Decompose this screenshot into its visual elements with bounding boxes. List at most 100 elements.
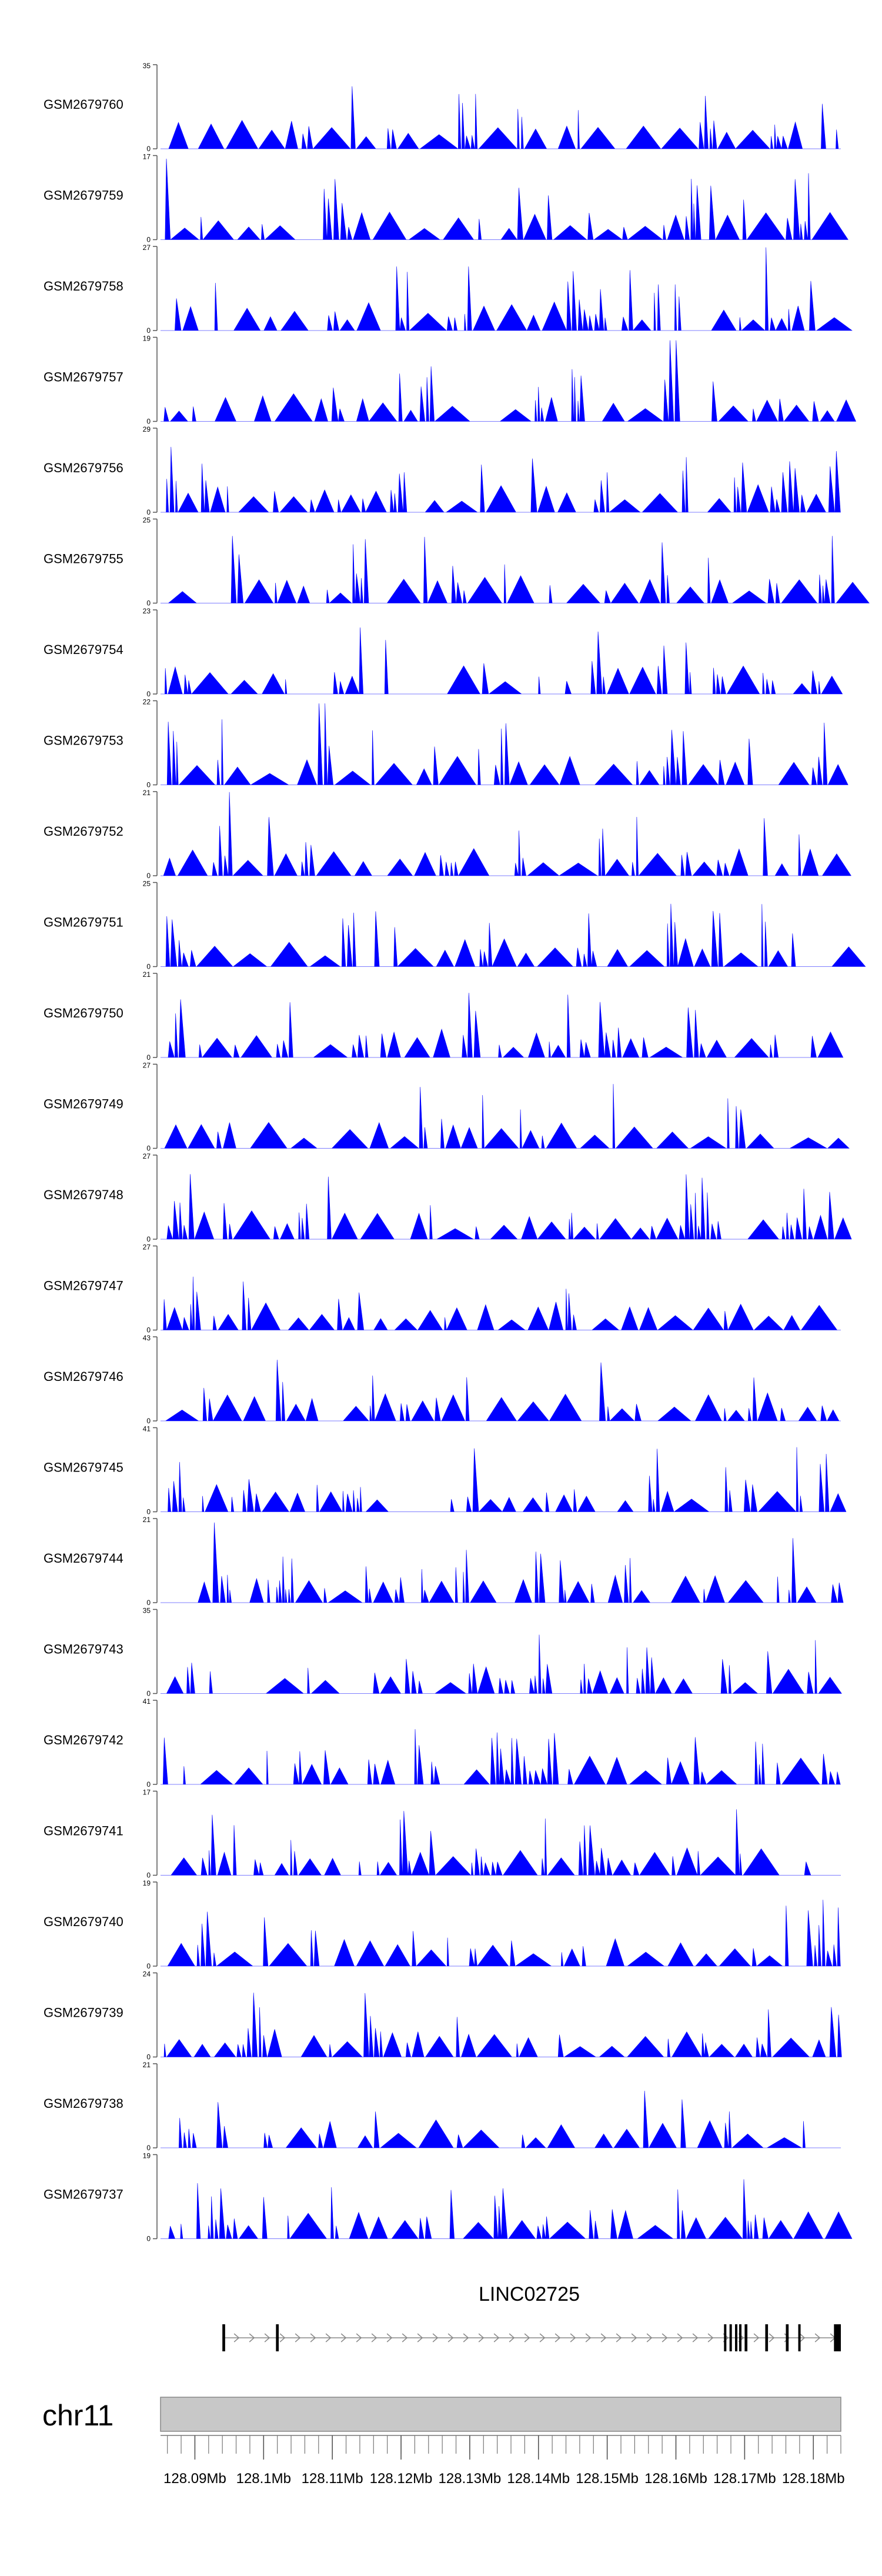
- axis-tick-label: 128.15Mb: [576, 2471, 639, 2487]
- coverage-area: [161, 627, 843, 695]
- exon-block: [735, 2324, 738, 2351]
- y-max-label: 27: [143, 1152, 151, 1160]
- strand-arrow: [677, 2333, 683, 2343]
- strand-arrow: [539, 2333, 546, 2343]
- y-max-label: 41: [143, 1697, 151, 1706]
- strand-arrow: [616, 2333, 622, 2343]
- strand-arrow: [554, 2333, 561, 2343]
- track-GSM2679749: GSM2679749 27 0: [44, 1062, 850, 1153]
- gene-model: LINC02725: [222, 2283, 841, 2351]
- strand-arrow: [478, 2333, 485, 2343]
- y-zero-label: 0: [146, 690, 151, 698]
- y-zero-label: 0: [146, 508, 151, 516]
- strand-arrow: [249, 2333, 255, 2343]
- y-zero-label: 0: [146, 1871, 151, 1880]
- track-name-label: GSM2679747: [44, 1279, 123, 1293]
- strand-arrow: [340, 2333, 347, 2343]
- exon-block: [222, 2324, 225, 2351]
- y-zero-label: 0: [146, 1508, 151, 1516]
- chromosome-label: chr11: [42, 2399, 113, 2432]
- track-GSM2679741: GSM2679741 17 0: [44, 1788, 841, 1880]
- track-name-label: GSM2679748: [44, 1187, 123, 1202]
- track-GSM2679750: GSM2679750 21 0: [44, 970, 844, 1062]
- strand-arrow: [295, 2333, 301, 2343]
- track-name-label: GSM2679751: [44, 915, 123, 930]
- track-GSM2679758: GSM2679758 27 0: [44, 243, 853, 335]
- genome-axis: chr11 128.09Mb 128.1Mb 128.11Mb 128.12Mb 128…: [42, 2397, 845, 2487]
- track-name-label: GSM2679753: [44, 733, 123, 748]
- coverage-area: [161, 1809, 841, 1876]
- y-max-label: 35: [143, 1607, 151, 1615]
- track-name-label: GSM2679758: [44, 279, 123, 293]
- y-max-label: 17: [143, 153, 151, 161]
- strand-arrow: [233, 2333, 240, 2343]
- y-max-label: 19: [143, 2152, 151, 2160]
- strand-arrow: [402, 2333, 408, 2343]
- track-GSM2679744: GSM2679744 21 0: [44, 1516, 844, 1607]
- track-GSM2679746: GSM2679746 43 0: [44, 1334, 841, 1425]
- track-GSM2679738: GSM2679738 21 0: [44, 2061, 841, 2152]
- strand-arrow: [631, 2333, 637, 2343]
- exon-block: [798, 2324, 801, 2351]
- track-name-label: GSM2679750: [44, 1006, 123, 1020]
- exon-block: [786, 2324, 789, 2351]
- y-zero-label: 0: [146, 872, 151, 880]
- strand-arrow: [279, 2333, 286, 2343]
- coverage-area: [161, 993, 844, 1058]
- strand-arrow: [463, 2333, 469, 2343]
- strand-arrow: [707, 2333, 714, 2343]
- track-name-label: GSM2679755: [44, 552, 123, 566]
- track-GSM2679755: GSM2679755 25 0: [44, 516, 870, 608]
- y-max-label: 35: [143, 62, 151, 70]
- exon-block: [834, 2324, 841, 2351]
- y-max-label: 43: [143, 1334, 151, 1342]
- coverage-tracks: GSM2679760350GSM2679759170GSM2679758270G…: [44, 62, 870, 2243]
- y-zero-label: 0: [146, 1326, 151, 1334]
- y-zero-label: 0: [146, 1780, 151, 1788]
- track-name-label: GSM2679737: [44, 2187, 123, 2202]
- y-zero-label: 0: [146, 781, 151, 789]
- y-zero-label: 0: [146, 236, 151, 244]
- track-name-label: GSM2679757: [44, 370, 123, 385]
- y-max-label: 25: [143, 880, 151, 888]
- track-GSM2679757: GSM2679757 19 0: [44, 335, 857, 426]
- y-zero-label: 0: [146, 1144, 151, 1153]
- strand-arrow: [386, 2333, 393, 2343]
- coverage-area: [161, 1522, 844, 1603]
- y-max-label: 19: [143, 335, 151, 343]
- track-name-label: GSM2679756: [44, 461, 123, 475]
- y-max-label: 29: [143, 425, 151, 433]
- strand-arrow: [570, 2333, 576, 2343]
- y-zero-label: 0: [146, 2144, 151, 2152]
- coverage-area: [161, 536, 870, 603]
- track-name-label: GSM2679744: [44, 1551, 123, 1566]
- strand-arrow: [432, 2333, 439, 2343]
- coverage-area: [161, 2179, 853, 2239]
- strand-arrow: [769, 2333, 775, 2343]
- y-max-label: 17: [143, 1788, 151, 1797]
- track-GSM2679754: GSM2679754 23 0: [44, 607, 843, 698]
- coverage-area: [161, 1276, 841, 1330]
- y-max-label: 21: [143, 1516, 151, 1524]
- gene-name-label: LINC02725: [479, 2283, 580, 2305]
- coverage-area: [161, 703, 848, 785]
- y-zero-label: 0: [146, 1599, 151, 1607]
- y-zero-label: 0: [146, 1235, 151, 1243]
- y-max-label: 21: [143, 970, 151, 979]
- coverage-area: [161, 1634, 842, 1694]
- coverage-area: [161, 903, 866, 967]
- exon-block: [765, 2324, 769, 2351]
- y-zero-label: 0: [146, 418, 151, 426]
- strand-arrow: [646, 2333, 653, 2343]
- exon-block: [739, 2324, 742, 2351]
- coverage-area: [161, 340, 857, 422]
- y-zero-label: 0: [146, 599, 151, 608]
- track-name-label: GSM2679738: [44, 2096, 123, 2111]
- y-max-label: 21: [143, 2061, 151, 2069]
- exon-block: [729, 2324, 732, 2351]
- coverage-area: [161, 86, 841, 149]
- track-name-label: GSM2679760: [44, 97, 123, 112]
- y-max-label: 27: [143, 1062, 151, 1070]
- y-zero-label: 0: [146, 326, 151, 335]
